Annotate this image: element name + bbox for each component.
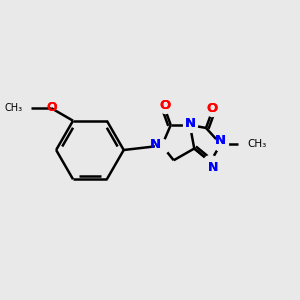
Text: CH₃: CH₃ [4,103,22,113]
Text: N: N [208,160,218,173]
Text: O: O [206,102,218,115]
Text: N: N [184,117,195,130]
Text: O: O [206,102,218,115]
Text: N: N [150,138,161,151]
Text: N: N [208,160,218,173]
Text: O: O [46,101,57,114]
Text: O: O [159,99,171,112]
Text: O: O [159,99,171,112]
Text: CH₃: CH₃ [248,139,267,149]
Text: N: N [150,138,161,151]
Text: N: N [215,134,226,147]
Text: O: O [46,101,57,114]
Text: N: N [184,117,195,130]
Text: N: N [215,134,226,147]
